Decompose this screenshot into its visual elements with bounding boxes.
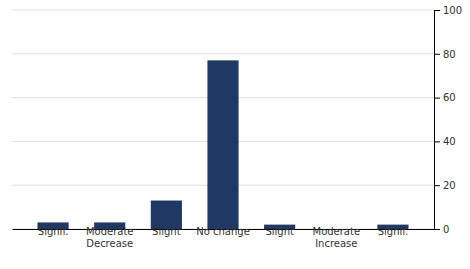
x-tick-label: ModerateIncrease — [313, 226, 361, 249]
x-tick-label: Signif. — [38, 226, 69, 237]
y-tick-mark — [434, 141, 440, 142]
chart: Signif.ModerateDecreaseSlightNo changeSl… — [0, 0, 470, 269]
x-tick-label-line: Signif. — [38, 226, 69, 237]
bars — [37, 60, 408, 229]
x-tick: Signif. — [38, 226, 69, 237]
x-tick: Signif. — [378, 226, 409, 237]
x-tick-label-line: Moderate — [313, 226, 361, 237]
y-tick-label: 40 — [443, 136, 456, 147]
x-tick-label-line: Increase — [315, 238, 357, 249]
y-tick-mark — [434, 54, 440, 55]
x-tick-label: Slight — [265, 226, 294, 237]
y-tick-mark — [434, 185, 440, 186]
bar — [207, 60, 238, 229]
y-tick-mark — [434, 98, 440, 99]
grid-line — [12, 10, 434, 11]
grid-line — [12, 53, 434, 54]
plot: Signif.ModerateDecreaseSlightNo changeSl… — [12, 5, 462, 249]
x-tick-label: No change — [196, 226, 250, 237]
x-tick: Slight — [152, 226, 181, 237]
x-tick-label-line: Slight — [152, 226, 181, 237]
x-tick-label-line: Signif. — [378, 226, 409, 237]
y-tick-mark — [434, 229, 440, 230]
y-tick-label: 100 — [443, 5, 462, 16]
y-tick-label: 0 — [443, 224, 449, 235]
y-tick: 0 — [434, 224, 449, 235]
x-tick: Slight — [265, 226, 294, 237]
x-tick-label: Slight — [152, 226, 181, 237]
bar — [151, 201, 182, 229]
x-axis: Signif.ModerateDecreaseSlightNo changeSl… — [13, 226, 435, 249]
y-tick-label: 20 — [443, 180, 456, 191]
x-tick-label: Signif. — [378, 226, 409, 237]
x-tick-label: ModerateDecrease — [86, 226, 134, 249]
y-tick: 40 — [434, 136, 456, 147]
x-tick-label-line: Slight — [265, 226, 294, 237]
x-tick: ModerateDecrease — [86, 226, 134, 249]
grid — [12, 10, 434, 229]
x-tick-label-line: Moderate — [86, 226, 134, 237]
y-tick: 100 — [434, 5, 462, 16]
y-tick: 60 — [434, 92, 456, 103]
x-tick-label-line: No change — [196, 226, 250, 237]
y-tick-mark — [434, 10, 440, 11]
y-tick: 80 — [434, 49, 456, 60]
y-tick-label: 60 — [443, 92, 456, 103]
y-tick: 20 — [434, 180, 456, 191]
y-axis-line — [434, 11, 435, 230]
x-tick: ModerateIncrease — [313, 226, 361, 249]
y-axis: 0 20 40 60 80 100 — [434, 5, 462, 235]
y-tick-label: 80 — [443, 49, 456, 60]
x-tick: No change — [196, 226, 250, 237]
x-tick-label-line: Decrease — [86, 238, 133, 249]
